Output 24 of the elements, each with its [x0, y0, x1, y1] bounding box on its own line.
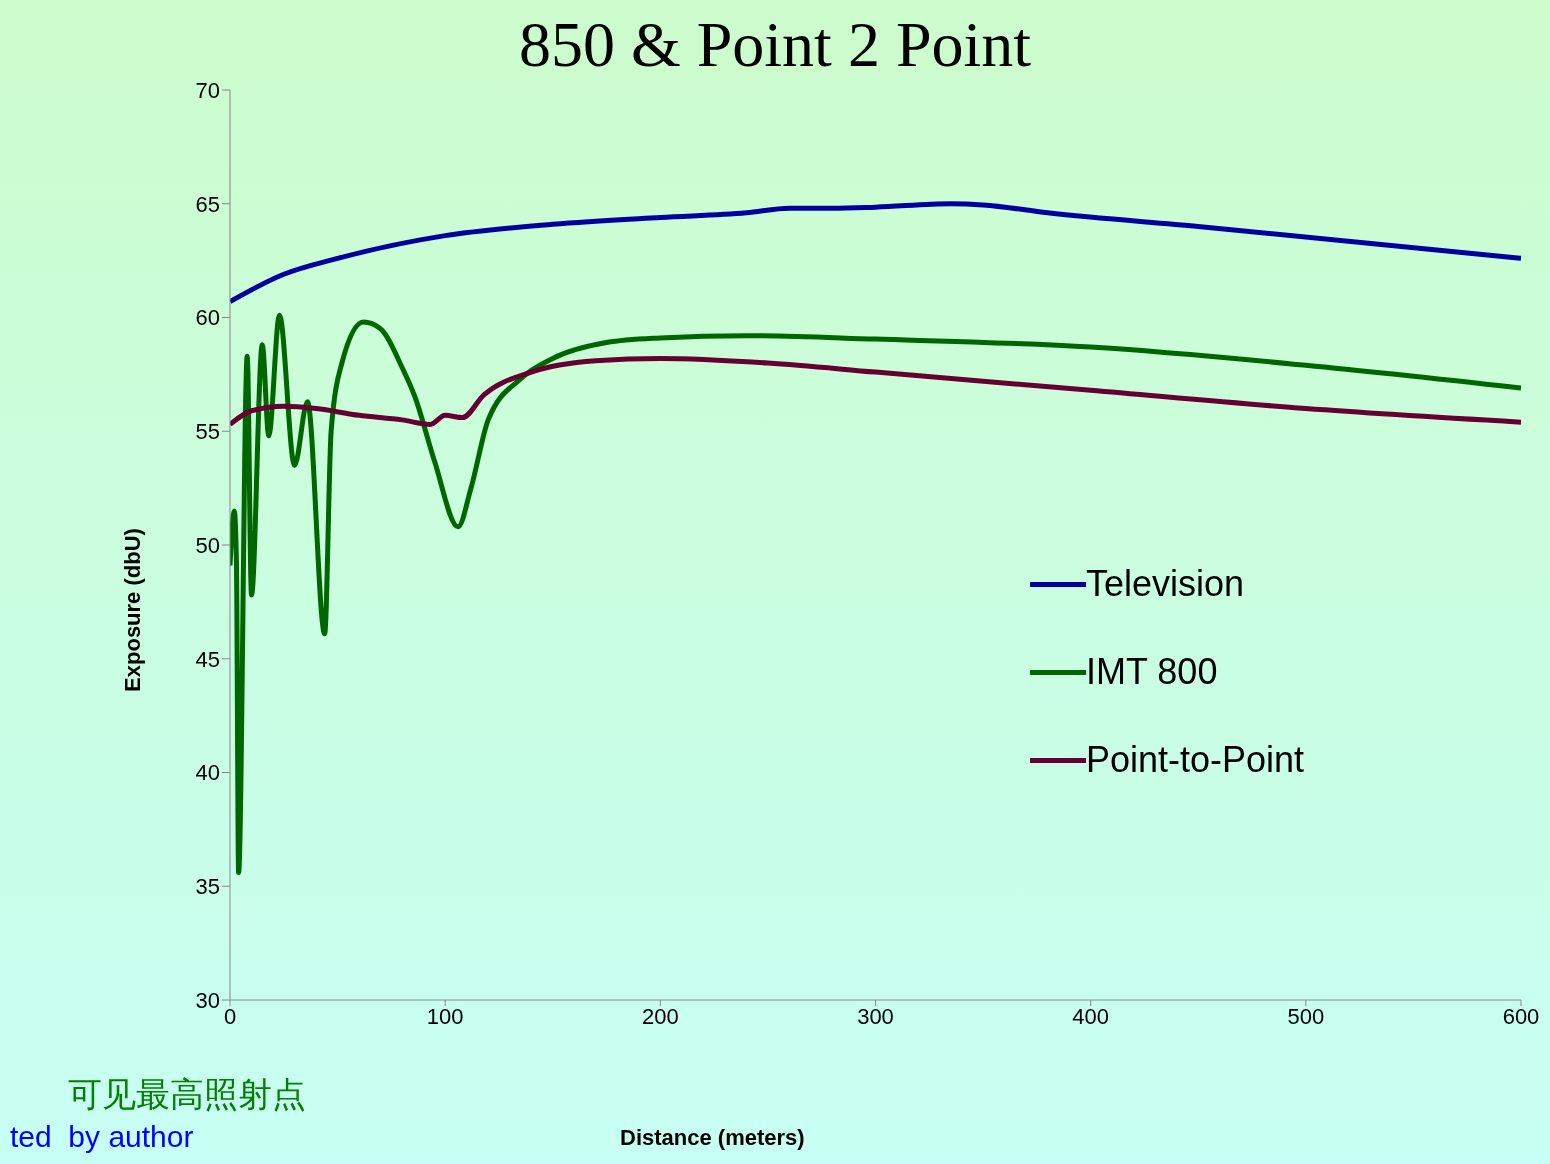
x-tick-label: 100: [426, 1003, 464, 1029]
y-tick-label: 55: [195, 419, 220, 445]
x-tick-label: 500: [1287, 1003, 1325, 1029]
y-tick-label: 40: [195, 760, 220, 786]
x-tick-label: 400: [1072, 1003, 1110, 1029]
y-tick-label: 45: [195, 646, 220, 672]
y-tick-label: 65: [195, 191, 220, 217]
legend-label: Television: [1086, 563, 1245, 605]
x-tick-label: 600: [1502, 1003, 1540, 1029]
chart-title: 850 & Point 2 Point: [518, 9, 1032, 80]
y-tick-label: 30: [195, 987, 220, 1013]
legend-label: Point-to-Point: [1086, 739, 1305, 781]
text: ted by author: [10, 1120, 194, 1154]
y-tick-label: 50: [195, 532, 220, 558]
x-tick-label: 200: [641, 1003, 679, 1029]
text: 可见最高照射点: [68, 1073, 306, 1116]
y-axis-title: Exposure (dbU): [120, 528, 146, 692]
x-tick-label: 300: [857, 1003, 894, 1029]
x-tick-label: 0: [223, 1003, 237, 1029]
y-tick-label: 70: [195, 77, 220, 103]
y-tick-label: 35: [195, 874, 220, 900]
x-axis-title: Distance (meters): [620, 1125, 805, 1151]
legend-label: IMT 800: [1086, 651, 1218, 693]
y-tick-label: 60: [195, 305, 220, 331]
